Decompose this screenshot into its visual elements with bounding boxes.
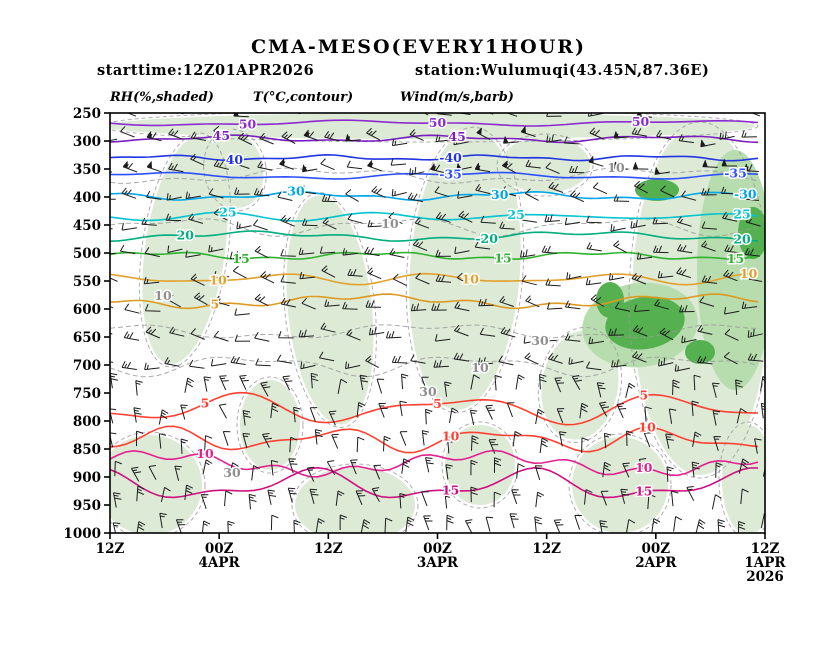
starttime-label: starttime:12Z01APR2026 [97, 62, 315, 79]
x-tick-label: 00Z [205, 541, 234, 557]
chart-title: CMA-MESO(EVERY1HOUR) [250, 36, 587, 58]
contour-label: -30 [282, 183, 305, 198]
contour-label: -35 [724, 166, 747, 181]
contour-label: 25 [219, 204, 236, 219]
contour-label: 10 [462, 271, 480, 286]
contour-label: -20 [475, 231, 498, 246]
contour-label: 15 [727, 251, 744, 266]
contour-label: 25 [507, 207, 524, 222]
y-tick-label: 350 [73, 162, 101, 178]
y-tick-label: 450 [73, 218, 101, 234]
x-tick-sublabel: 4APR [199, 555, 241, 571]
temp-contours [110, 119, 759, 499]
y-tick-label: 700 [73, 358, 101, 374]
y-tick-label: 900 [73, 470, 101, 486]
contour-label: 20 [733, 231, 751, 246]
x-tick-label: 12Z [751, 541, 780, 557]
rh-contour-label: 10 [381, 216, 399, 231]
contour-label: -30 [734, 186, 757, 201]
contour-label: 15 [494, 250, 511, 265]
contour-label: 15 [232, 251, 249, 266]
x-tick-label: 12Z [314, 541, 343, 557]
rh-contour-label: 30 [531, 333, 549, 348]
y-tick-label: 600 [73, 302, 101, 318]
contour-label: 45 [448, 129, 465, 144]
y-tick-label: 250 [73, 106, 101, 122]
x-tick-label: 00Z [642, 541, 671, 557]
contour-label: 30 [491, 187, 509, 202]
rh-contour-label: 10 [471, 360, 489, 375]
contour-label: 45 [213, 128, 230, 143]
y-tick-label: 400 [73, 190, 101, 206]
contour-label: -35 [439, 167, 462, 182]
subtitle-row: starttime:12Z01APR2026 station:Wulumuqi(… [0, 62, 837, 80]
contour-label: 10 [635, 460, 653, 475]
y-tick-label: 1000 [63, 526, 101, 542]
y-tick-label: 800 [73, 414, 101, 430]
legend-wind-barb: Wind(m/s,barb) [400, 90, 514, 105]
rh-contour-label: 30 [419, 384, 437, 399]
y-tick-label: 650 [73, 330, 101, 346]
y-tick-label: 500 [73, 246, 101, 262]
contour-label: 15 [442, 483, 459, 498]
contour-label: 5 [433, 396, 442, 411]
contour-label: 10 [196, 446, 214, 461]
x-tick-sublabel: 3APR [417, 555, 459, 571]
x-tick-year: 2026 [746, 569, 784, 585]
contour-label: 10 [209, 272, 227, 287]
station-label: station:Wulumuqi(43.45N,87.36E) [415, 62, 710, 79]
rh-contour-label: 30 [223, 465, 241, 480]
contour-label: 5 [210, 296, 219, 311]
contour-label: 40 [226, 152, 244, 167]
wind-barbs [110, 113, 765, 533]
x-tick-label: 12Z [96, 541, 125, 557]
axes: 2503003504004505005506006507007508008509… [63, 106, 786, 585]
legend-temp-contour: T(°C,contour) [253, 90, 354, 105]
contour-label: 50 [239, 116, 257, 131]
contour-label: 15 [635, 483, 652, 498]
rh-shading [110, 113, 765, 533]
contour-label: 10 [442, 428, 460, 443]
x-tick-sublabel: 1APR [744, 555, 786, 571]
y-tick-label: 300 [73, 134, 101, 150]
y-tick-label: 750 [73, 386, 101, 402]
x-tick-label: 00Z [423, 541, 452, 557]
contour-label: 10 [740, 266, 758, 281]
contour-label: 5 [201, 396, 210, 411]
contour-label: 50 [632, 114, 650, 129]
y-tick-label: 950 [73, 498, 101, 514]
rh-contour-label: 10 [154, 288, 172, 303]
y-tick-label: 850 [73, 442, 101, 458]
contour-label: 5 [639, 387, 648, 402]
contour-label: 10 [638, 419, 656, 434]
contour-label: 20 [177, 228, 195, 243]
rh-contour-label: 10 [607, 160, 625, 175]
contour-label: -40 [439, 150, 462, 165]
legend-rh-shaded: RH(%,shaded) [110, 90, 214, 105]
contour-label: 25 [733, 206, 750, 221]
contour-label: 50 [429, 115, 447, 130]
x-tick-label: 12Z [532, 541, 561, 557]
y-tick-label: 550 [73, 274, 101, 290]
x-tick-sublabel: 2APR [635, 555, 677, 571]
